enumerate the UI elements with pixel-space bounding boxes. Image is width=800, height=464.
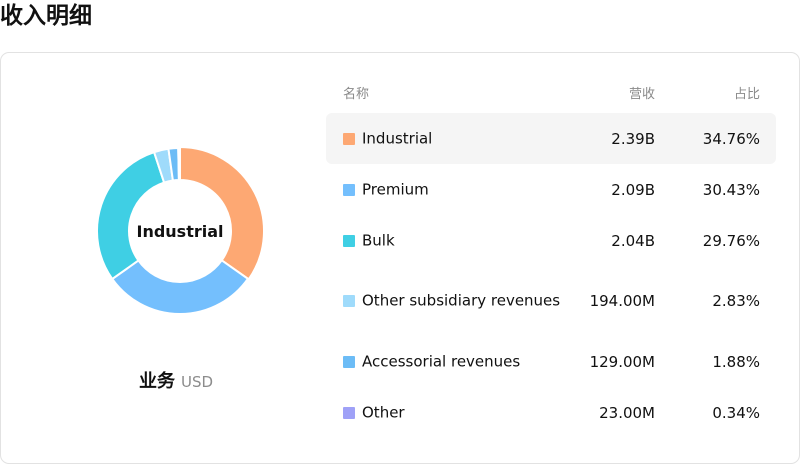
row-name: Other	[362, 403, 405, 421]
page-title: 收入明细	[0, 3, 92, 29]
table-row-industrial[interactable]: Industrial 2.39B 34.76%	[326, 113, 776, 164]
row-name: Premium	[362, 180, 429, 198]
row-revenue: 2.04B	[611, 231, 655, 250]
row-share: 2.83%	[712, 292, 760, 310]
donut-slice-other[interactable]	[177, 146, 181, 182]
legend-swatch-accessorial	[343, 355, 355, 368]
table-row-accessorial[interactable]: Accessorial revenues 129.00M 1.88%	[326, 336, 776, 387]
row-name: Accessorial revenues	[362, 352, 521, 370]
donut-chart: Industrial	[95, 146, 265, 316]
table-row-bulk[interactable]: Bulk 2.04B 29.76%	[326, 215, 776, 266]
chart-caption-unit: USD	[180, 373, 214, 391]
header-name: 名称	[343, 87, 370, 102]
row-revenue: 194.00M	[589, 292, 655, 310]
table-row-other-subsidiary[interactable]: Other subsidiary revenues 194.00M 2.83%	[326, 266, 776, 336]
row-name: Industrial	[362, 129, 433, 147]
row-name: Bulk	[362, 231, 395, 249]
chart-caption-title: 业务	[138, 371, 175, 392]
row-name: Other subsidiary revenues	[362, 291, 561, 310]
table-row-other[interactable]: Other 23.00M 0.34%	[326, 387, 776, 438]
legend-swatch-industrial	[343, 132, 355, 145]
chart-caption: 业务 USD	[1, 367, 351, 393]
legend-swatch-premium	[343, 183, 355, 196]
table-row-premium[interactable]: Premium 2.09B 30.43%	[326, 164, 776, 215]
donut-svg	[96, 146, 265, 315]
donut-slice-industrial[interactable]	[179, 146, 265, 281]
row-revenue: 23.00M	[599, 403, 655, 422]
row-share: 0.34%	[712, 403, 760, 422]
legend-swatch-bulk	[343, 234, 355, 247]
header-revenue: 营收	[628, 87, 655, 102]
row-share: 29.76%	[702, 231, 760, 250]
header-share: 占比	[733, 87, 760, 102]
row-share: 34.76%	[702, 129, 760, 148]
row-revenue: 129.00M	[589, 352, 655, 371]
row-revenue: 2.09B	[611, 180, 655, 199]
row-share: 1.88%	[712, 352, 760, 371]
legend-swatch-other	[343, 406, 355, 419]
table-header: 名称 营收 占比	[326, 85, 776, 105]
donut-center-label: Industrial	[136, 221, 224, 241]
row-revenue: 2.39B	[611, 129, 655, 148]
revenue-card: Industrial 业务 USD 名称 营收 占比 Industrial 2.3…	[0, 52, 800, 464]
legend-swatch-other-subsidiary	[343, 295, 355, 307]
row-share: 30.43%	[702, 180, 760, 199]
